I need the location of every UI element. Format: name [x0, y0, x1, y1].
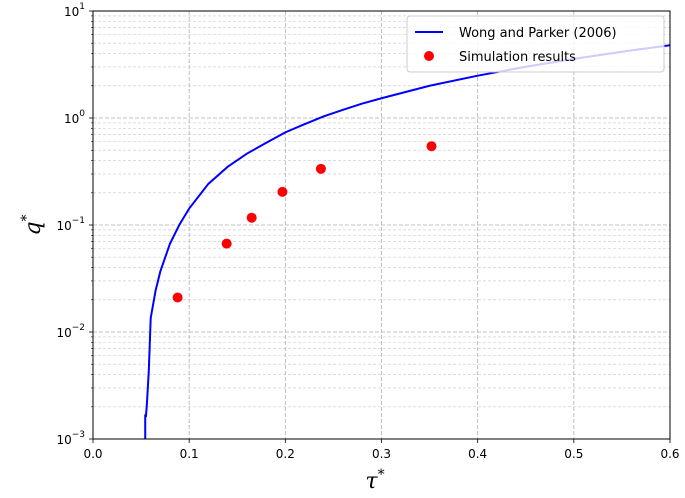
legend-box [406, 15, 665, 73]
y-tick-label-exponent: 0 [79, 109, 85, 119]
y-tick-label-base: 10 [56, 219, 71, 233]
simulation-point [277, 186, 288, 197]
y-tick-label-base: 10 [56, 326, 71, 340]
simulation-point [221, 238, 232, 249]
y-tick-label: 10−3 [56, 430, 85, 447]
x-tick-label: 0.3 [372, 447, 391, 461]
x-axis-label-sup: * [378, 467, 385, 483]
simulation-point [246, 212, 257, 223]
x-tick-label: 0.6 [660, 447, 679, 461]
y-axis-label-main: q [21, 221, 46, 235]
legend-label-scatter: Simulation results [459, 50, 576, 65]
simulation-point [315, 163, 326, 174]
x-tick-label: 0.2 [276, 447, 295, 461]
y-axis-label: q* [19, 214, 46, 235]
y-tick-label: 101 [64, 2, 85, 19]
simulation-point [426, 141, 437, 152]
y-tick-label: 10−2 [56, 323, 85, 340]
y-tick-label-exponent: 1 [79, 2, 85, 12]
y-tick-label-exponent: −2 [72, 323, 85, 333]
x-tick-label: 0.4 [468, 447, 487, 461]
series-line-wong-parker [144, 44, 670, 439]
y-tick-label: 100 [64, 109, 85, 126]
ticks [89, 10, 671, 443]
y-axis-label-sup: * [19, 214, 35, 221]
legend-marker-swatch [424, 51, 434, 61]
y-tick-label: 10−1 [56, 216, 85, 233]
x-tick-label: 0.0 [83, 447, 102, 461]
legend-label-line: Wong and Parker (2006) [459, 26, 617, 41]
x-axis-label-main: τ [365, 469, 378, 494]
x-tick-label: 0.5 [564, 447, 583, 461]
x-tick-label: 0.1 [180, 447, 199, 461]
y-tick-label-exponent: −3 [72, 430, 85, 440]
y-tick-label-base: 10 [64, 112, 79, 126]
y-tick-label-exponent: −1 [72, 216, 85, 226]
y-tick-label-base: 10 [56, 433, 71, 447]
series-layer [144, 44, 670, 439]
legend: Wong and Parker (2006) Simulation result… [406, 15, 665, 73]
simulation-point [172, 292, 183, 303]
x-axis-label: τ* [365, 467, 384, 494]
y-tick-label-base: 10 [64, 5, 79, 19]
